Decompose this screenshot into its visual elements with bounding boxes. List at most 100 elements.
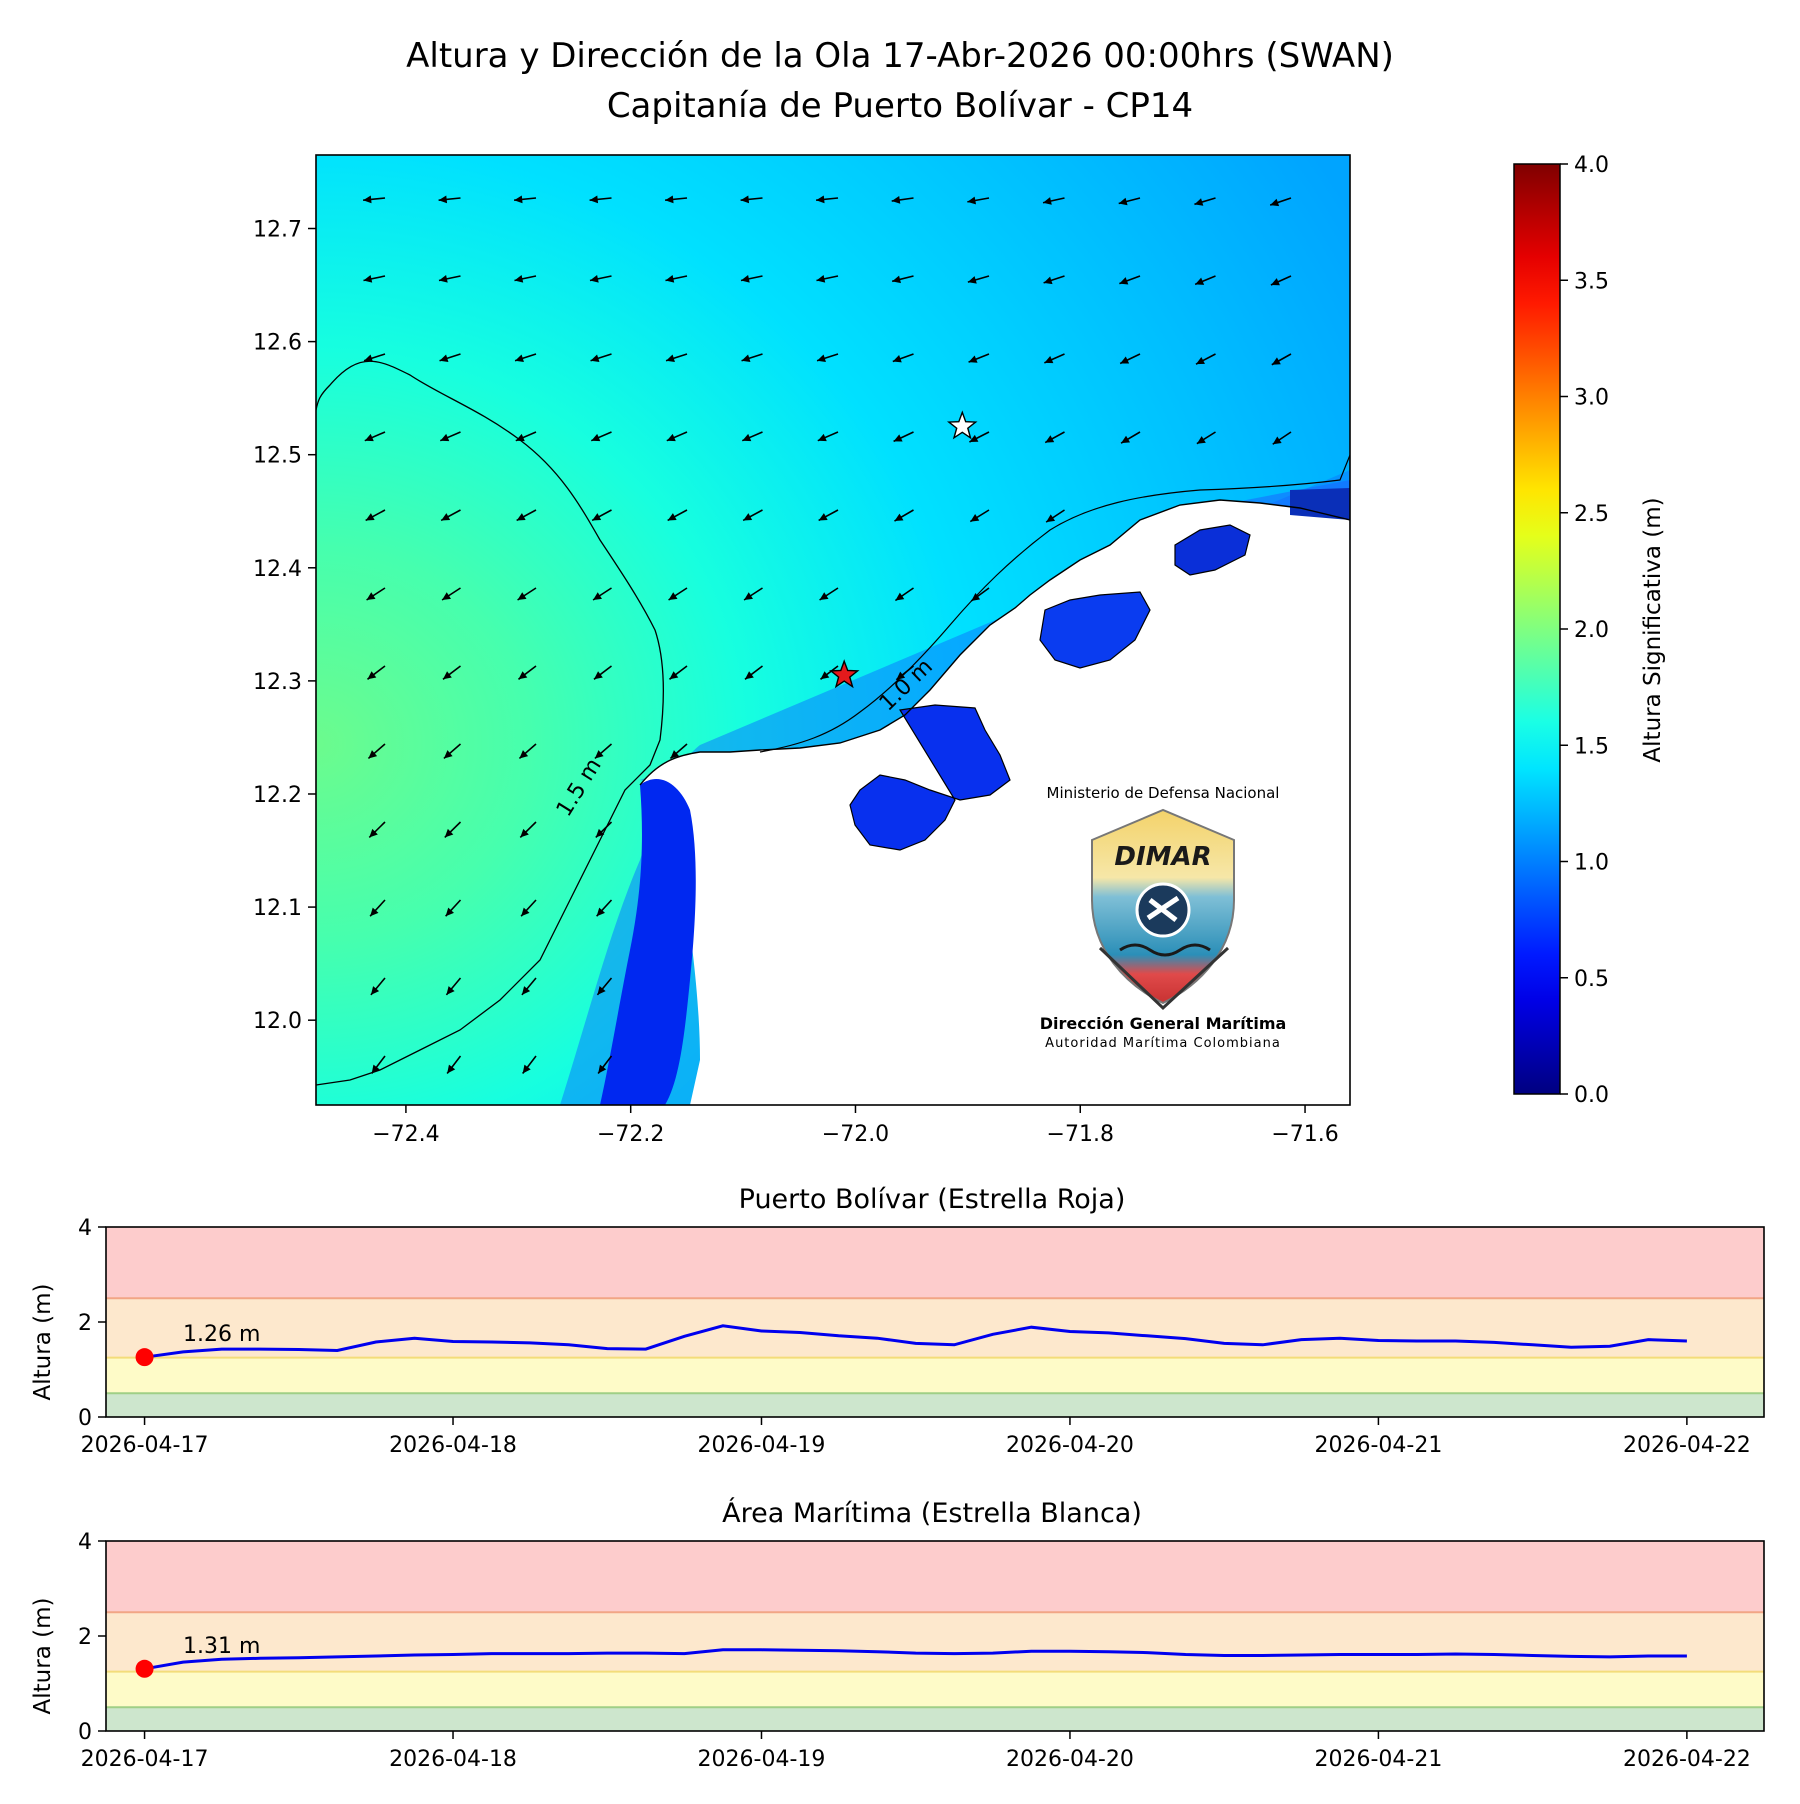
- wave-arrow-head: [968, 355, 978, 363]
- map-y-tick-label: 12.2: [253, 783, 302, 808]
- wave-arrow-head: [515, 354, 524, 362]
- wave-arrow-head: [521, 907, 530, 917]
- wave-arrow-head: [818, 513, 828, 521]
- wave-arrow-head: [817, 354, 826, 362]
- wave-arrow-head: [442, 671, 452, 680]
- wave-arrow-head: [740, 275, 750, 283]
- wave-arrow-head: [589, 275, 599, 283]
- wave-arrow-head: [1194, 198, 1204, 206]
- wave-height-line: [144, 1648, 1687, 1671]
- wave-arrow-head: [447, 1064, 456, 1074]
- wave-arrow-head: [744, 671, 754, 680]
- wave-arrow-head: [816, 195, 825, 204]
- wave-arrow-head: [892, 275, 901, 284]
- figure-title-line-2: Capitanía de Puerto Bolívar - CP14: [607, 86, 1193, 126]
- wave-arrow-head: [365, 513, 375, 521]
- wave-arrow-head: [971, 593, 981, 601]
- wave-arrow-head: [1118, 197, 1128, 206]
- timeseries-x-tick-label: 2026-04-17: [81, 1433, 209, 1458]
- coastline: [639, 499, 1350, 786]
- colorbar-tick-label: 3.0: [1574, 386, 1609, 411]
- timeseries-title-area-maritima: Área Marítima (Estrella Blanca): [722, 1497, 1142, 1529]
- map-frame: [315, 154, 1351, 1106]
- wave-map-panel: 1.5 m 1.0 m −72.4 −72.2 −72.0 −71.8 −71.6 12…: [253, 154, 1351, 1147]
- wave-arrow-head: [514, 275, 524, 283]
- wave-arrow-head: [438, 275, 448, 283]
- colorbar-tick-label: 1.5: [1574, 734, 1609, 759]
- colorbar-ticks: 0.0 0.5 1.0 1.5 2.0 2.5 3.0 3.5 4.0: [1560, 153, 1609, 1108]
- timeseries-x-tick-label: 2026-04-19: [698, 1747, 826, 1772]
- wave-arrow-head: [1046, 514, 1056, 523]
- wave-arrow-head: [592, 513, 602, 521]
- figure-title-line-1: Altura y Dirección de la Ola 17-Abr-2026…: [406, 36, 1394, 76]
- timeseries-x-tick-label: 2026-04-18: [389, 1747, 517, 1772]
- wave-arrow-head: [743, 513, 753, 521]
- map-x-tick-label: −71.8: [1047, 1122, 1114, 1147]
- wave-height-line: [144, 1324, 1687, 1359]
- wave-arrow-head: [364, 354, 373, 362]
- timeseries-ylabel-puerto-bolivar: Altura (m): [30, 1284, 56, 1401]
- wave-arrow-head: [370, 907, 379, 917]
- wave-arrow-head: [363, 195, 372, 204]
- wave-arrow-head: [1043, 276, 1053, 285]
- logo-brand-text: DIMAR: [1114, 842, 1211, 872]
- colorbar-tick-label: 1.0: [1574, 851, 1609, 876]
- wave-arrow-head: [1270, 198, 1280, 207]
- wave-arrow-head: [518, 671, 528, 680]
- logo-org-name: Dirección General Marítima: [1040, 1014, 1287, 1033]
- wave-arrow-head: [666, 433, 676, 442]
- map-x-tick-label: −72.0: [822, 1122, 889, 1147]
- wave-arrow-head: [893, 434, 903, 442]
- timeseries-x-tick-label: 2026-04-21: [1314, 1433, 1442, 1458]
- wave-arrow-head: [522, 1064, 531, 1074]
- wave-arrow-head: [895, 592, 905, 601]
- bay-far-east: [1290, 488, 1350, 520]
- colorbar-tick-label: 3.5: [1574, 269, 1609, 294]
- wave-arrow-head: [669, 671, 679, 680]
- wave-arrow-head: [521, 986, 531, 995]
- map-x-tick-label: −71.6: [1271, 1122, 1338, 1147]
- wave-arrow-head: [1272, 436, 1282, 445]
- wave-arrow-head: [445, 907, 454, 917]
- timeseries-ylabel-area-maritima: Altura (m): [30, 1598, 56, 1715]
- alert-bands: [106, 1541, 1764, 1731]
- colorbar-tick-label: 2.0: [1574, 618, 1609, 643]
- alert-bands: [106, 1227, 1764, 1417]
- colorbar-tick-label: 2.5: [1574, 502, 1609, 527]
- wave-arrow-head: [970, 513, 980, 522]
- wave-arrow-head: [516, 513, 526, 521]
- wave-arrow-head: [364, 433, 374, 442]
- wave-arrow-head: [367, 671, 377, 680]
- wave-arrow-head: [441, 513, 451, 521]
- current-value-label-puerto-bolivar: 1.26 m: [183, 1322, 260, 1347]
- wave-arrow-head: [446, 986, 455, 995]
- alert-band: [106, 1357, 1764, 1394]
- wave-arrow-head: [1119, 277, 1129, 285]
- colorbar: 0.0 0.5 1.0 1.5 2.0 2.5 3.0 3.5 4.0 Altura Signi…: [1513, 153, 1666, 1108]
- wave-arrow-head: [819, 592, 829, 600]
- alert-band: [106, 1671, 1764, 1708]
- island-bahia-portete: [849, 704, 1011, 851]
- colorbar-scale: [1513, 163, 1561, 1095]
- wave-arrow-head: [596, 907, 605, 917]
- timeseries-x-tick-label: 2026-04-22: [1623, 1433, 1751, 1458]
- colorbar-label: Altura Significativa (m): [1640, 497, 1666, 762]
- wave-arrow-head: [591, 433, 601, 442]
- wave-arrow-head: [1195, 356, 1205, 365]
- logo-org-tagline: Autoridad Marítima Colombiana: [1045, 1036, 1281, 1051]
- map-x-tick-label: −72.2: [597, 1122, 664, 1147]
- wave-arrow-head: [597, 986, 606, 995]
- wave-arrow-head: [519, 750, 529, 759]
- wave-arrow-head: [590, 354, 600, 362]
- contour-1-0m: [759, 454, 1350, 753]
- wave-arrow-head: [666, 354, 675, 362]
- wave-arrow-head: [665, 195, 674, 204]
- wave-arrow-head: [371, 1064, 380, 1074]
- station-stars: [829, 410, 978, 689]
- wave-arrow-head: [370, 986, 380, 995]
- map-y-tick-label: 12.0: [253, 1009, 302, 1034]
- wave-arrow-head: [742, 433, 752, 442]
- wave-arrow-head: [744, 592, 753, 600]
- logo-emblem-mark: [1146, 895, 1180, 922]
- wave-arrow-head: [820, 671, 830, 680]
